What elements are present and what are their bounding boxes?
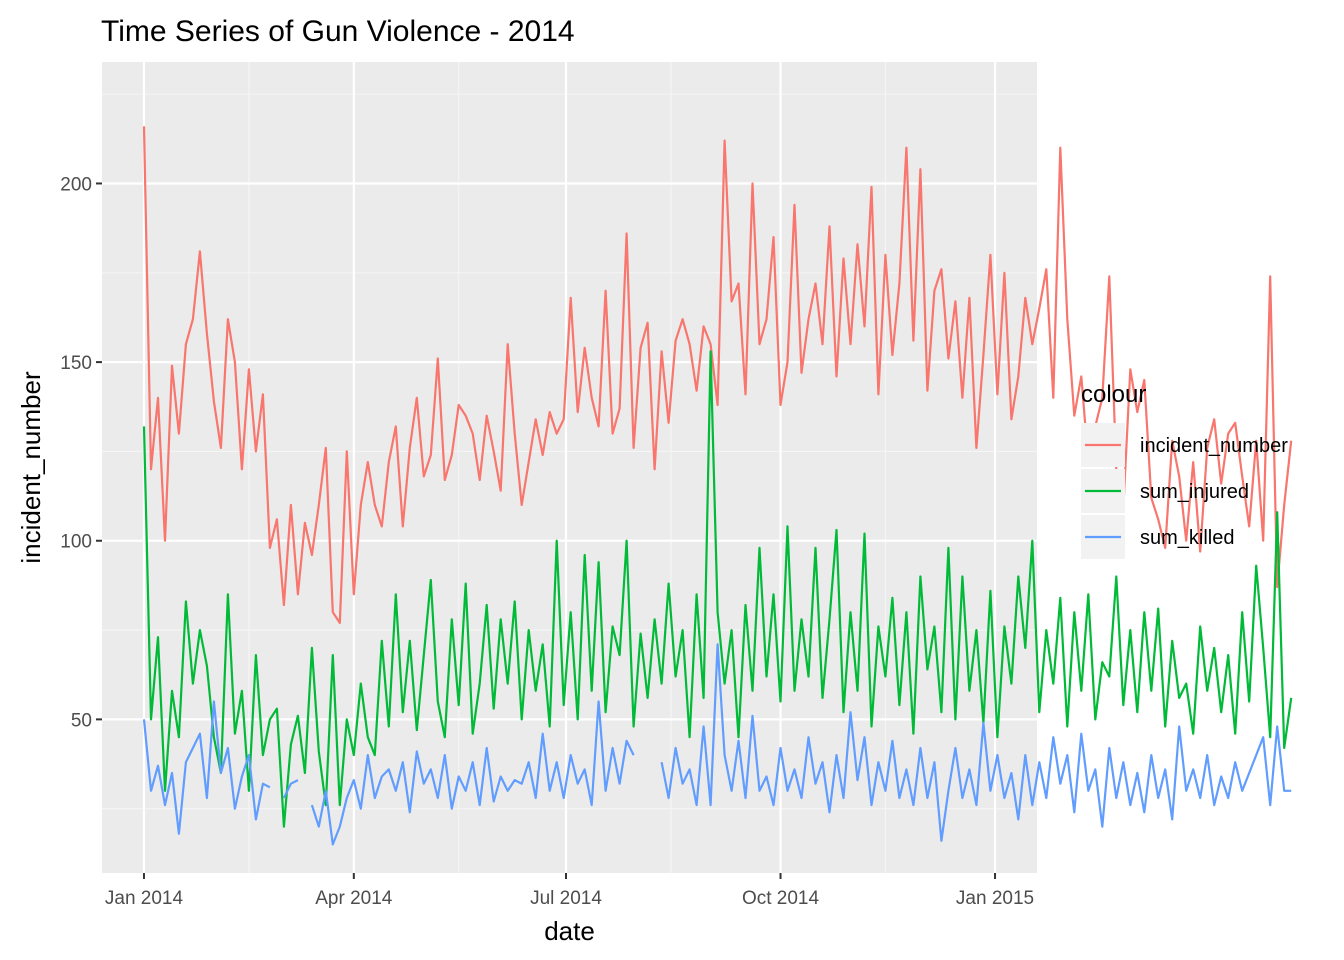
x-tick-label: Apr 2014 — [315, 888, 393, 909]
series-lines — [142, 126, 1293, 846]
y-tick-label: 200 — [60, 174, 92, 195]
x-axis-title: date — [544, 916, 595, 946]
y-tick-label: 150 — [60, 353, 92, 374]
y-tick-label: 100 — [60, 532, 92, 553]
x-tick-label: Jan 2015 — [956, 888, 1034, 909]
axes: 50 100 150 200 Jan 2014 Apr 2014 Jul 2014 Oct 2… — [60, 174, 1034, 909]
legend-items: incident_number sum_injured sum_killed — [1081, 423, 1288, 559]
incident_number-line — [142, 126, 1293, 624]
x-tick-label: Jul 2014 — [530, 888, 602, 909]
chart-title: Time Series of Gun Violence - 2014 — [101, 15, 575, 48]
legend-label: sum_injured — [1140, 481, 1249, 503]
legend-label: incident_number — [1140, 435, 1288, 457]
x-tick-label: Oct 2014 — [742, 888, 820, 909]
legend: colour incident_number sum_injured sum_kil… — [1081, 381, 1288, 559]
legend-title: colour — [1081, 381, 1146, 408]
plot-panel — [102, 62, 1037, 873]
sum_injured-line — [142, 350, 1293, 828]
legend-item-sum_injured: sum_injured — [1081, 469, 1249, 513]
legend-item-incident_number: incident_number — [1081, 423, 1288, 467]
legend-label: sum_killed — [1140, 527, 1234, 549]
y-tick-label: 50 — [71, 710, 92, 731]
sum_killed-line — [142, 643, 1292, 846]
x-tick-label: Jan 2014 — [105, 888, 184, 909]
legend-item-sum_killed: sum_killed — [1081, 515, 1234, 559]
y-axis-title: incident_number — [16, 371, 46, 564]
